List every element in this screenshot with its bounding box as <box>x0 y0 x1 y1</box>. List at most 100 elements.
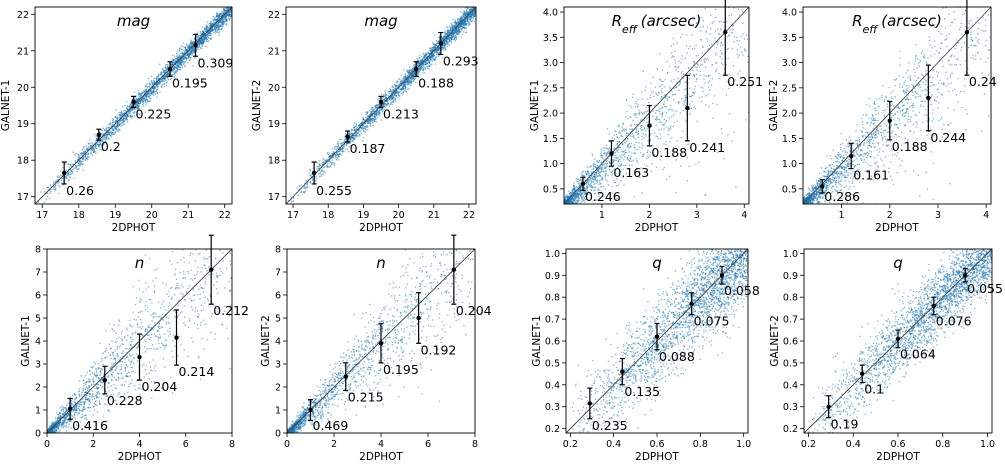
plot-frame <box>285 6 477 205</box>
y-tick-label: 0.2 <box>545 424 560 435</box>
x-tick-label: 0.4 <box>846 439 861 450</box>
x-axis-label: 2DPHOT <box>635 451 679 463</box>
y-tick-label: 3.5 <box>782 33 797 44</box>
x-tick-label: 3 <box>694 210 700 221</box>
binned-point <box>685 105 690 111</box>
binned-point <box>609 151 614 156</box>
x-tick-label: 0.6 <box>890 439 905 450</box>
y-tick-label: 0.4 <box>545 380 560 391</box>
x-tick-label: 22 <box>463 210 475 221</box>
binned-point <box>647 123 652 128</box>
x-tick-label: 17 <box>287 210 299 221</box>
y-axis-label: GALNET-2 <box>260 315 272 367</box>
x-tick-label: 0 <box>284 439 290 450</box>
binned-point <box>962 273 968 278</box>
x-axis-label: 2DPHOT <box>635 222 679 234</box>
y-axis-label: GALNET-1 <box>529 80 541 132</box>
y-tick-label: 4.0 <box>782 8 797 19</box>
y-tick-label: 17 <box>268 192 280 203</box>
y-tick-label: 0.7 <box>545 315 560 326</box>
x-tick-label: 1.0 <box>736 439 751 450</box>
binned-point <box>620 369 625 374</box>
scatter-value-label: 0.135 <box>624 384 660 399</box>
scatter-cloud <box>803 7 991 204</box>
y-tick-label: 0.9 <box>783 271 798 282</box>
y-tick-label: 3.0 <box>543 58 558 69</box>
binned-point <box>719 273 725 278</box>
y-tick-label: 0 <box>35 429 41 440</box>
y-tick-label: 19 <box>268 119 280 130</box>
x-tick-label: 18 <box>73 210 85 221</box>
scatter-value-label: 0.251 <box>727 74 763 89</box>
x-axis-label: 2DPHOT <box>875 222 919 234</box>
y-tick-label: 0.5 <box>545 358 560 369</box>
x-tick-label: 8 <box>472 439 478 450</box>
x-tick-label: 20 <box>393 210 405 221</box>
scatter-value-label: 0.469 <box>313 418 349 433</box>
scatter-value-label: 0.055 <box>967 281 1003 296</box>
panel-title: n <box>135 254 145 272</box>
scatter-value-label: 0.076 <box>936 314 972 329</box>
panel-6: 0 2 4 6 8 0 1 2 3 4 5 6 7 8 2DPHOT GALNET-2 n 0.469 0.215 0… <box>260 234 492 463</box>
x-tick-label: 4 <box>378 439 384 450</box>
y-tick-label: 20 <box>17 83 29 94</box>
y-tick-label: 21 <box>17 46 29 57</box>
x-tick-label: 2 <box>90 439 96 450</box>
panel-1: 17 18 19 20 21 22 17 18 19 20 21 22 2DPHOT GALNET-1 ma… <box>0 6 233 234</box>
y-tick-label: 0.8 <box>783 293 798 304</box>
x-axis-label: 2DPHOT <box>876 451 920 463</box>
y-tick-label: 2.0 <box>543 109 558 120</box>
scatter-value-label: 0.26 <box>66 183 94 198</box>
binned-point <box>308 407 313 413</box>
binned-point <box>451 267 457 272</box>
x-tick-label: 8 <box>229 439 235 450</box>
y-tick-label: 7 <box>35 268 41 279</box>
x-tick-label: 0.2 <box>801 439 816 450</box>
y-tick-label: 3 <box>275 360 281 371</box>
binned-point <box>859 371 865 377</box>
x-axis-label: 2DPHOT <box>118 451 162 463</box>
binned-point <box>849 153 854 159</box>
y-tick-label: 0.5 <box>783 358 798 369</box>
x-tick-label: 0.4 <box>606 439 621 450</box>
binned-point <box>820 184 825 189</box>
y-tick-label: 1.0 <box>783 249 798 260</box>
binned-point <box>654 334 660 339</box>
x-tick-label: 19 <box>357 210 369 221</box>
binned-point <box>96 132 102 137</box>
panel-3: 1 2 3 4 0.5 1.0 1.5 2.0 2.5 3.0 3.5 4.0 2DPHOT GALNET… <box>529 0 763 234</box>
y-tick-label: 22 <box>268 10 280 21</box>
panel-2: 17 18 19 20 21 22 17 18 19 20 21 22 2DPHOT GALNET-2 ma… <box>251 6 479 234</box>
x-tick-label: 1 <box>839 210 845 221</box>
plot-frame <box>34 6 233 205</box>
scatter-value-label: 0.064 <box>900 347 936 362</box>
scatter-value-label: 0.058 <box>724 283 760 298</box>
y-tick-label: 0 <box>275 429 281 440</box>
binned-point <box>174 335 179 340</box>
binned-point <box>689 301 694 306</box>
x-axis-label: 2DPHOT <box>112 222 156 234</box>
y-tick-label: 5 <box>275 314 281 325</box>
x-tick-label: 0.8 <box>693 439 708 450</box>
scatter-value-label: 0.19 <box>831 417 859 432</box>
y-tick-label: 1.5 <box>543 134 558 145</box>
y-tick-label: 1.0 <box>543 159 558 170</box>
binned-point <box>723 30 728 35</box>
y-axis-label: GALNET-2 <box>769 315 781 367</box>
y-tick-label: 0.6 <box>545 337 560 348</box>
y-tick-label: 1.5 <box>782 134 797 145</box>
scatter-value-label: 0.416 <box>72 418 108 433</box>
y-tick-label: 18 <box>268 156 280 167</box>
scatter-value-label: 0.255 <box>316 183 352 198</box>
x-tick-label: 4 <box>983 210 989 221</box>
binned-point <box>964 30 970 35</box>
y-tick-label: 22 <box>17 10 29 21</box>
x-tick-label: 0 <box>44 439 50 450</box>
scatter-value-label: 0.204 <box>456 303 492 318</box>
scatter-value-label: 0.2 <box>101 139 121 154</box>
y-tick-label: 2.5 <box>543 83 558 94</box>
panel-title: q <box>652 254 662 272</box>
binned-point <box>167 66 173 72</box>
y-tick-label: 3.0 <box>782 58 797 69</box>
y-tick-label: 1.0 <box>545 249 560 260</box>
